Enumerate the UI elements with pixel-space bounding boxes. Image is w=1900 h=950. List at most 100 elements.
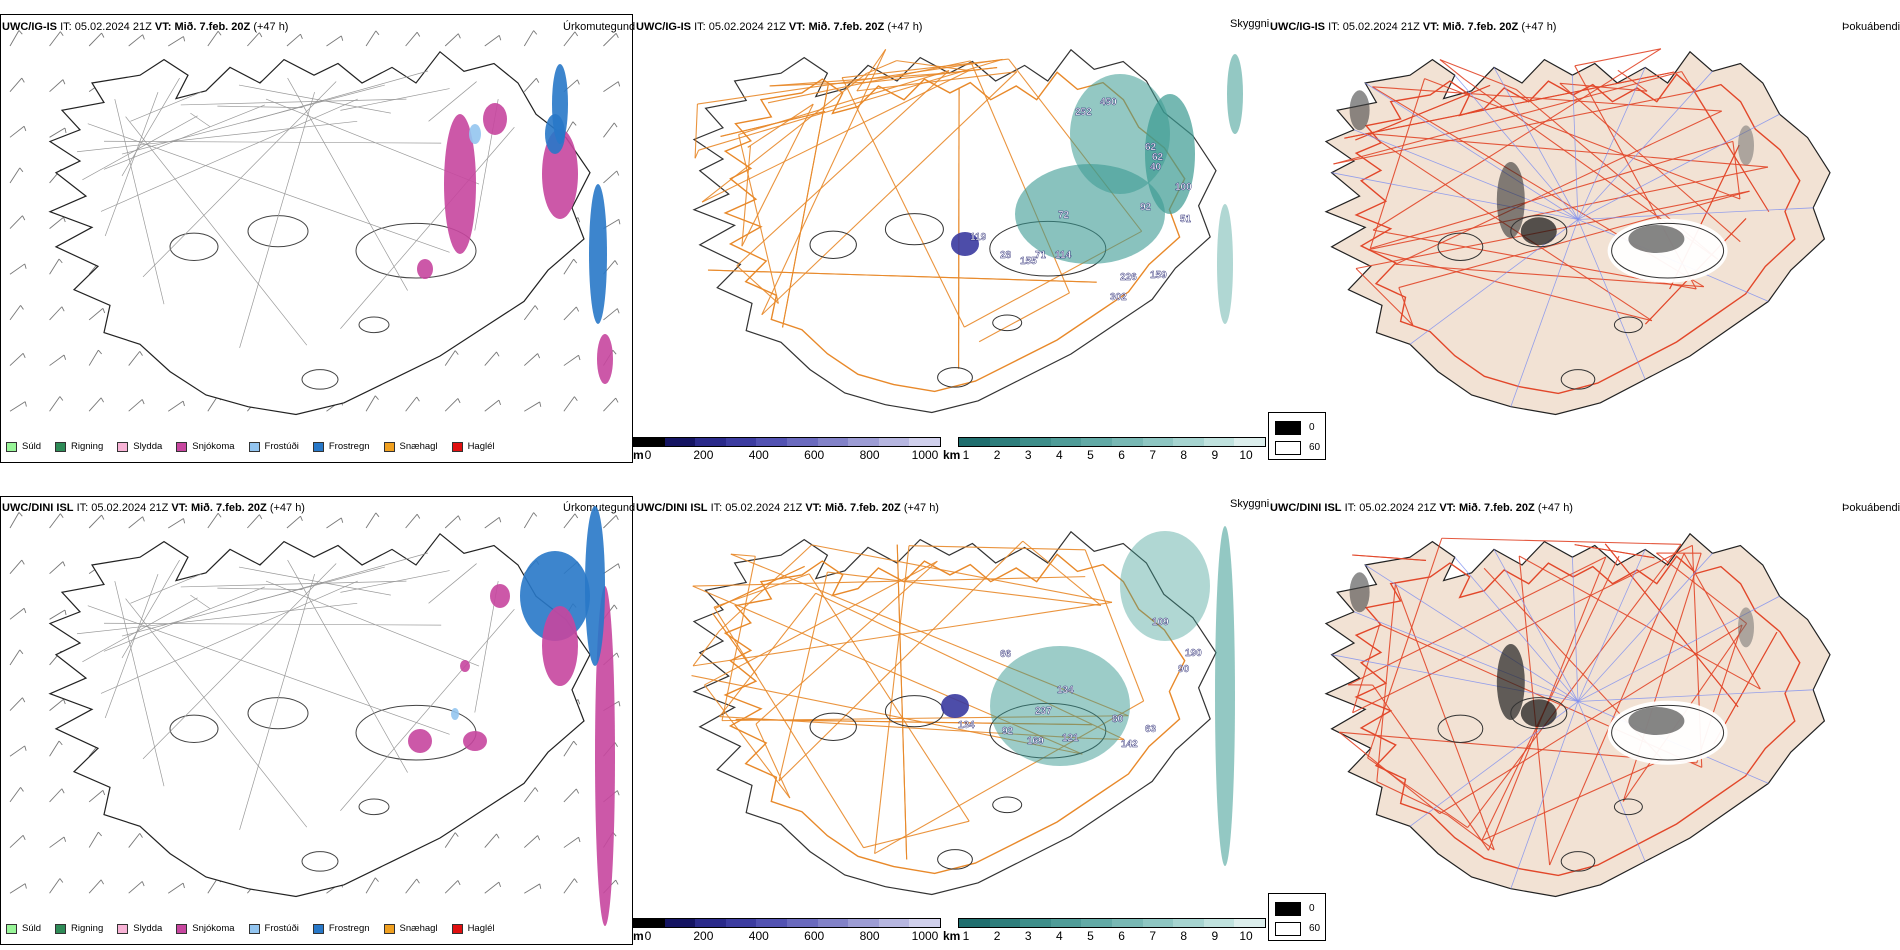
wind-barb-flag — [217, 30, 222, 36]
river-line — [1572, 557, 1579, 702]
tick-label: 400 — [748, 929, 769, 943]
glacier-outline — [358, 316, 390, 334]
low-visibility-area — [990, 646, 1130, 766]
ring-road — [723, 553, 1186, 875]
legend-item-3: Snjókoma — [176, 441, 235, 452]
wind-barb — [9, 649, 21, 666]
wind-barb — [88, 307, 104, 321]
wind-barb — [444, 515, 459, 529]
colorbar-step-0 — [634, 919, 665, 927]
tick-label: 1000 — [911, 929, 939, 943]
precip-road — [114, 581, 165, 787]
wind-barb — [563, 306, 577, 321]
glacier-outline — [992, 314, 1023, 332]
road-line — [1338, 731, 1440, 815]
wind-barb — [405, 396, 418, 412]
road-line — [841, 58, 1009, 79]
colorbar-step-8 — [1203, 919, 1235, 927]
colorbar-step-3 — [1050, 919, 1082, 927]
low-visibility-area — [1145, 94, 1195, 214]
wind-barb-flag — [22, 215, 26, 221]
precip-road — [190, 594, 211, 610]
wind-barb — [563, 396, 575, 412]
wind-barb — [524, 401, 540, 412]
wind-barb — [523, 512, 534, 529]
wind-barb-flag — [18, 30, 23, 35]
precip-road — [142, 81, 337, 278]
wind-barb-flag — [259, 32, 263, 38]
river-line — [1577, 701, 1646, 862]
tick-label: 5 — [1087, 448, 1094, 462]
precip-road — [340, 126, 515, 330]
visibility-value-label: 121 — [1062, 733, 1079, 744]
wind-barb — [9, 167, 21, 184]
glacier-outline — [1611, 704, 1725, 761]
snow-area — [597, 334, 613, 384]
wind-barb — [603, 122, 615, 138]
wind-barb — [326, 517, 342, 529]
wind-barb — [405, 31, 418, 47]
wind-barb — [207, 395, 218, 412]
wind-barb-flag — [183, 36, 186, 42]
road-line — [1439, 59, 1465, 80]
road-line — [736, 265, 779, 304]
fog-map-2 — [1324, 532, 1831, 898]
river-line — [1493, 67, 1579, 220]
fog-signal-area — [1349, 90, 1370, 131]
wind-barb-flag — [19, 167, 24, 173]
precip-frame-2 — [0, 496, 633, 945]
road-line — [1424, 78, 1741, 200]
glacier-outline — [1560, 851, 1596, 872]
wind-barb-flag — [182, 883, 185, 889]
tick-label: 10 — [1239, 448, 1253, 462]
wind-barb — [603, 397, 617, 412]
wind-barb-flag — [61, 788, 65, 794]
river-line — [1577, 67, 1646, 220]
wind-barb-flag — [616, 652, 620, 658]
wind-barb-flag — [24, 883, 27, 889]
road-line — [1368, 249, 1653, 322]
road-line — [1352, 544, 1693, 714]
colorbar-step-7 — [848, 438, 879, 446]
glacier-outline — [1613, 316, 1643, 334]
cloud-key-label-60: 60 — [1309, 442, 1321, 453]
precip-map-1 — [9, 30, 621, 416]
colorbar-step-0 — [959, 919, 990, 927]
wind-barb-flag — [58, 740, 63, 746]
wind-barb — [563, 513, 576, 529]
snow-area — [542, 606, 578, 686]
legend-swatch — [451, 923, 463, 934]
wind-barb-flag — [63, 354, 67, 360]
river-line — [1577, 207, 1814, 220]
precip-road — [190, 112, 211, 128]
river-line — [1577, 219, 1646, 380]
header-vis-1: UWC/IG-IS IT: 05.02.2024 21Z VT: Mið. 7.… — [636, 21, 923, 33]
precip-road — [82, 597, 198, 663]
visibility-value-label: 28 — [1000, 250, 1012, 261]
glacier-outline — [992, 796, 1023, 814]
visibility-value-label: 134 — [958, 720, 975, 731]
colorbar-step-8 — [1203, 438, 1235, 446]
tick-label: 800 — [859, 448, 880, 462]
precip-road — [125, 598, 308, 828]
wind-barb — [523, 77, 537, 92]
wind-barb — [563, 258, 575, 275]
wind-barb-flag — [139, 351, 143, 356]
colorbar-step-2 — [1020, 919, 1051, 927]
wind-barb-flag — [374, 395, 379, 400]
wind-barb — [563, 31, 576, 47]
colorbar-step-3 — [725, 919, 757, 927]
wind-barb — [365, 395, 376, 412]
glacier-outline — [809, 230, 857, 259]
wind-barb — [49, 878, 61, 894]
ring-road — [1354, 555, 1801, 877]
precip-road — [238, 84, 391, 114]
wind-barb — [247, 32, 260, 47]
road-line — [767, 60, 971, 104]
wind-barb-flag — [60, 31, 64, 37]
road-line — [1439, 624, 1743, 815]
fog-signal-area — [1738, 607, 1754, 648]
wind-barb-flag — [577, 217, 581, 223]
wind-barb — [49, 698, 64, 711]
wind-barb-flag — [534, 305, 539, 310]
